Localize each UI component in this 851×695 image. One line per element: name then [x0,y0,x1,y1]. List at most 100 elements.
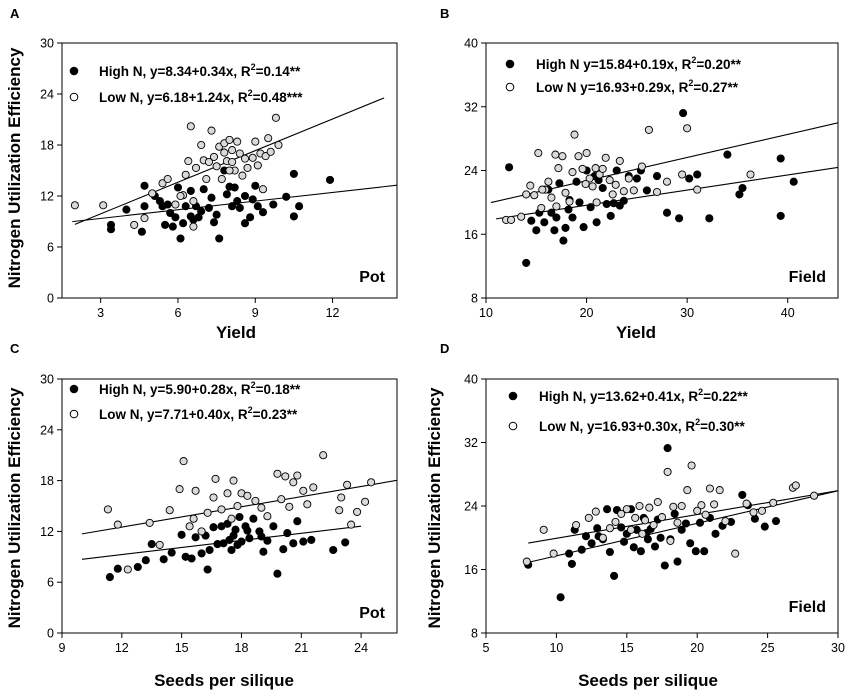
data-point [642,186,651,195]
data-point [561,223,570,232]
data-point [564,205,573,214]
x-tick-label: 10 [549,641,563,655]
data-point [678,170,687,179]
data-point [555,179,564,188]
data-point [608,190,617,199]
data-point [194,213,203,222]
data-point [693,170,702,179]
data-point [264,134,273,143]
data-point [575,198,584,207]
data-point [251,496,260,505]
data-point [652,187,662,197]
data-point [552,202,561,211]
data-point [199,185,208,194]
data-point [202,174,211,184]
data-point [167,548,176,557]
legend-label-high-n: High N y=15.84+0.19x, R2=0.20** [536,55,742,72]
data-point [165,506,174,515]
data-point [222,190,231,199]
data-point [591,507,600,516]
panel-c: C Nitrogen Utilization Efficiency Seeds … [5,341,398,690]
data-point [181,170,190,179]
x-tick-label: 6 [174,306,181,320]
data-point [584,513,593,522]
data-point [776,211,785,220]
data-point [635,501,644,511]
data-point [527,216,536,225]
data-point [552,213,561,222]
data-point [353,507,362,516]
data-point [230,183,239,192]
data-point [663,467,672,476]
data-point [273,469,282,478]
data-point [581,179,590,189]
data-point [289,212,298,221]
data-point [731,549,740,558]
panel-letter: C [10,341,20,356]
data-point [522,258,531,267]
data-point [171,200,180,209]
x-tick-label: 9 [59,641,66,655]
x-tick-label: 40 [781,306,795,320]
data-point [303,500,312,509]
data-point [289,169,298,178]
data-point [299,537,308,546]
data-point [769,498,778,507]
data-point [220,148,229,157]
legend-marker-low-n [69,409,79,419]
data-point [610,571,619,580]
data-point [626,525,636,534]
data-point [257,503,266,512]
data-point [307,535,316,544]
y-tick-label: 24 [40,423,54,437]
data-point [505,163,514,172]
y-tick-label: 30 [40,37,54,51]
x-tick-label: 15 [175,641,189,655]
data-point [212,162,221,171]
data-point [177,530,186,539]
data-point [685,174,694,183]
data-point [656,533,665,542]
legend-marker-low-n [505,82,515,92]
data-point [122,205,131,214]
data-point [141,556,150,565]
data-point [197,527,206,536]
data-point [209,152,219,161]
data-point [203,565,212,574]
data-point [679,109,688,118]
data-point [147,540,156,549]
data-point [530,191,539,200]
data-point [113,564,122,573]
data-point [687,461,696,470]
data-point [673,518,682,527]
data-point [187,554,196,563]
data-point [683,486,692,495]
data-point [203,508,212,517]
data-point [171,213,180,222]
data-point [693,506,702,515]
x-tick-label: 12 [326,306,340,320]
data-point [145,518,154,527]
data-point [207,126,216,135]
data-point [598,164,607,173]
x-tick-label: 5 [483,641,490,655]
data-point [337,493,346,502]
data-point [565,549,574,558]
data-point [233,137,242,146]
x-tick-label: 30 [680,306,694,320]
data-point [572,520,581,530]
data-point [579,223,588,232]
plot-area: 8 16 24 32 40 5 10 15 20 25 30 [464,373,845,656]
data-point [155,540,164,549]
series-high-n [106,166,335,243]
y-tick-label: 40 [464,373,478,387]
x-axis-label: Seeds per silique [578,671,718,690]
data-point [217,505,226,514]
data-point [710,500,719,509]
y-tick-label: 0 [47,292,54,306]
data-point [235,149,244,158]
legend-marker-high-n [508,391,518,401]
legend-marker-low-n [508,421,518,431]
data-point [653,497,662,507]
data-point [598,533,607,542]
